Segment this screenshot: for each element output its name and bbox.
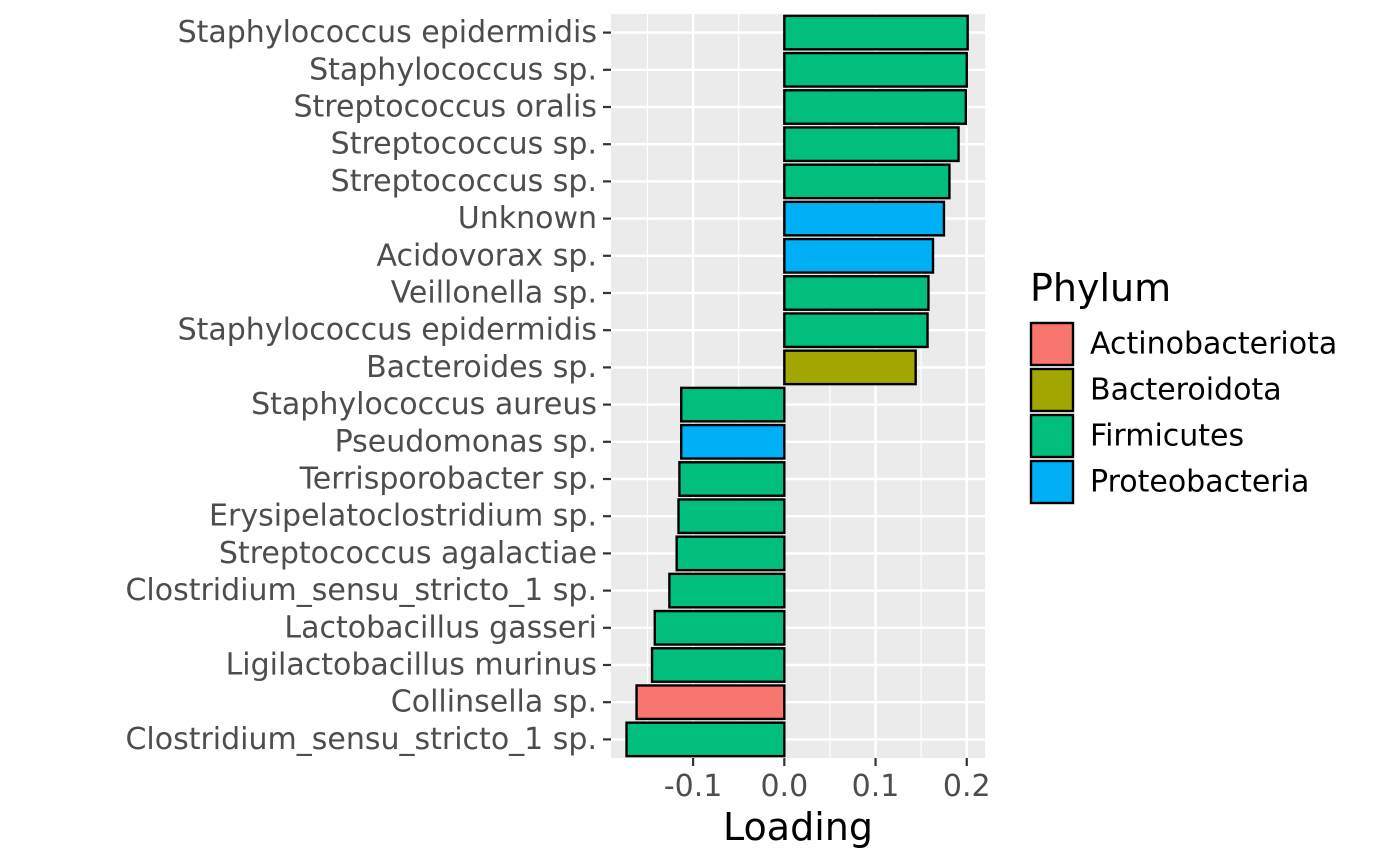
legend-key	[1029, 413, 1075, 459]
bar	[783, 51, 968, 88]
y-tick-label: Streptococcus sp.	[331, 164, 597, 199]
bar	[677, 498, 786, 535]
y-tick-label: Clostridium_sensu_stricto_1 sp.	[125, 722, 597, 757]
legend-title: Phylum	[1030, 266, 1171, 310]
legend-label: Bacteroidota	[1090, 373, 1282, 408]
legend-key	[1029, 321, 1075, 367]
bar	[783, 14, 969, 51]
y-tick-label: Streptococcus sp.	[331, 127, 597, 162]
bar	[783, 163, 951, 200]
bar	[650, 647, 786, 683]
y-tick-label: Staphylococcus aureus	[251, 387, 597, 422]
bar	[783, 126, 960, 163]
y-tick-label: Veillonella sp.	[391, 276, 597, 311]
y-tick-label: Streptococcus oralis	[294, 90, 598, 125]
y-tick-label: Streptococcus agalactiae	[219, 536, 597, 571]
legend-label: Firmicutes	[1090, 419, 1244, 454]
y-tick-label: Bacteroides sp.	[366, 350, 597, 385]
x-axis: -0.1 0.0 0.1 0.2	[664, 758, 991, 804]
bars	[625, 14, 969, 758]
bar	[675, 535, 786, 572]
legend-key	[1029, 367, 1075, 413]
x-tick-label: 0.1	[852, 769, 900, 804]
x-axis-title: Loading	[723, 805, 873, 849]
y-tick-label: Clostridium_sensu_stricto_1 sp.	[125, 573, 597, 608]
y-tick-label: Ligilactobacillus murinus	[226, 648, 597, 683]
y-tick-label: Staphylococcus epidermidis	[178, 313, 597, 348]
bar	[680, 386, 786, 423]
y-tick-label: Staphylococcus sp.	[309, 52, 597, 87]
bar	[783, 200, 946, 237]
plot-panel	[611, 14, 985, 758]
y-tick-label: Terrisporobacter sp.	[299, 462, 597, 497]
bar	[678, 461, 786, 497]
x-tick-label: 0.2	[943, 769, 991, 804]
bar	[783, 275, 930, 311]
bar	[635, 684, 786, 721]
bar	[783, 237, 935, 274]
bar	[680, 423, 786, 460]
y-axis: Staphylococcus epidermidisStaphylococcus…	[125, 15, 611, 757]
bar	[653, 609, 786, 646]
y-tick-label: Staphylococcus epidermidis	[178, 15, 597, 50]
x-tick-label: -0.1	[664, 769, 723, 804]
y-tick-label: Collinsella sp.	[391, 685, 597, 720]
legend-key	[1029, 459, 1075, 505]
y-tick-label: Lactobacillus gasseri	[284, 610, 597, 645]
bar	[783, 349, 917, 386]
legend-label: Actinobacteriota	[1090, 327, 1337, 362]
legend-label: Proteobacteria	[1090, 465, 1309, 500]
y-tick-label: Unknown	[458, 201, 597, 236]
bar	[783, 89, 968, 125]
y-tick-label: Erysipelatoclostridium sp.	[209, 499, 597, 534]
bar	[783, 312, 929, 349]
y-tick-label: Pseudomonas sp.	[335, 424, 597, 459]
x-tick-label: 0.0	[760, 769, 808, 804]
y-tick-label: Acidovorax sp.	[376, 238, 597, 273]
legend: Phylum Actinobacteriota Bacteroidota Firmi…	[1029, 266, 1337, 505]
bar	[668, 572, 786, 609]
bar	[625, 721, 786, 758]
